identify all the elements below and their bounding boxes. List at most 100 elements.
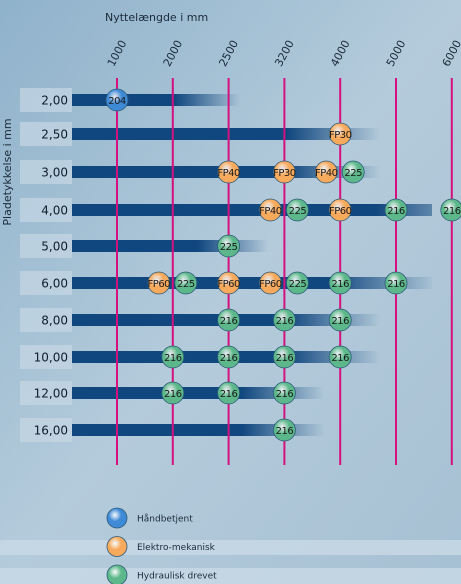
marker: [174, 271, 198, 295]
marker-label: 225: [289, 206, 307, 217]
marker: [314, 160, 338, 184]
marker: [161, 381, 185, 405]
marker-label: 216: [331, 316, 349, 327]
row-bar: [72, 277, 432, 289]
marker-label: 216: [331, 353, 349, 364]
marker: [217, 381, 241, 405]
marker: [258, 198, 282, 222]
row-label: 4,00: [41, 204, 68, 218]
marker: [272, 160, 296, 184]
marker-label: FP30: [329, 130, 352, 141]
marker-label: 204: [108, 96, 126, 107]
y-axis-title: Pladetykkelse i mm: [1, 118, 14, 225]
legend-label: Hydraulisk drevet: [137, 572, 217, 582]
marker-label: FP60: [259, 279, 282, 290]
row-label: 8,00: [41, 314, 68, 328]
row-bar: [72, 351, 432, 363]
marker-label: 216: [220, 316, 238, 327]
row-bar: [72, 387, 432, 399]
legend-label: Elektro-mekanisk: [137, 543, 216, 553]
marker: [328, 198, 352, 222]
row-bar: [72, 94, 432, 106]
marker: [272, 345, 296, 369]
marker: [328, 122, 352, 146]
marker-label: FP60: [148, 279, 171, 290]
row-label-box: [20, 198, 72, 222]
row-label-box: [20, 418, 72, 442]
marker: [440, 198, 461, 222]
marker: [384, 271, 408, 295]
marker-label: 225: [177, 279, 195, 290]
row-bar: [72, 204, 432, 216]
row-label-box: [20, 345, 72, 369]
marker: [272, 308, 296, 332]
row-bar: [72, 240, 432, 252]
marker: [272, 418, 296, 442]
row-label-box: [20, 308, 72, 332]
row-label: 2,50: [41, 128, 68, 142]
marker: [105, 88, 129, 112]
marker-label: 216: [220, 389, 238, 400]
marker: [272, 381, 296, 405]
marker: [285, 198, 309, 222]
row-label-box: [20, 381, 72, 405]
row-bar: [72, 424, 432, 436]
row-label-box: [20, 271, 72, 295]
marker-label: FP40: [217, 168, 240, 179]
marker-label: 216: [276, 389, 294, 400]
marker-label: 216: [276, 316, 294, 327]
marker: [217, 234, 241, 258]
row-bar: [72, 166, 432, 178]
marker-label: 216: [387, 279, 405, 290]
marker-label: FP30: [273, 168, 296, 179]
marker: [328, 308, 352, 332]
marker-label: FP60: [217, 279, 240, 290]
row-bar: [72, 128, 432, 140]
row-label: 3,00: [41, 166, 68, 180]
marker-label: 216: [443, 206, 461, 217]
marker: [328, 345, 352, 369]
marker: [341, 160, 365, 184]
row-label-box: [20, 122, 72, 146]
marker: [328, 271, 352, 295]
marker-label: 216: [387, 206, 405, 217]
marker-label: 216: [276, 426, 294, 437]
marker-label: 216: [331, 279, 349, 290]
marker: [147, 271, 171, 295]
row-label: 16,00: [34, 424, 68, 438]
marker-label: FP40: [259, 206, 282, 217]
marker-label: 216: [164, 353, 182, 364]
row-label-box: [20, 88, 72, 112]
marker-label: FP40: [315, 168, 338, 179]
marker-label: FP60: [329, 206, 352, 217]
marker: [217, 345, 241, 369]
legend-marker: [106, 564, 128, 584]
row-label-box: [20, 234, 72, 258]
marker: [217, 160, 241, 184]
marker-label: 225: [344, 168, 362, 179]
row-label: 5,00: [41, 240, 68, 254]
marker-label: 225: [289, 279, 307, 290]
row-label: 2,00: [41, 94, 68, 108]
marker: [384, 198, 408, 222]
marker-label: 225: [220, 242, 238, 253]
marker: [258, 271, 282, 295]
band: [0, 568, 461, 584]
marker: [217, 308, 241, 332]
marker: [217, 271, 241, 295]
row-bar: [72, 314, 432, 326]
marker: [161, 345, 185, 369]
marker-label: 216: [276, 353, 294, 364]
band: [0, 540, 461, 555]
row-label: 6,00: [41, 277, 68, 291]
legend-label: Håndbetjent: [137, 514, 193, 525]
legend-marker: [106, 507, 128, 529]
row-label: 12,00: [34, 387, 68, 401]
marker: [285, 271, 309, 295]
row-label: 10,00: [34, 351, 68, 365]
marker-label: 216: [220, 353, 238, 364]
marker-label: 216: [164, 389, 182, 400]
legend-marker: [106, 536, 128, 557]
x-axis-title: Nyttelængde i mm: [105, 11, 208, 24]
